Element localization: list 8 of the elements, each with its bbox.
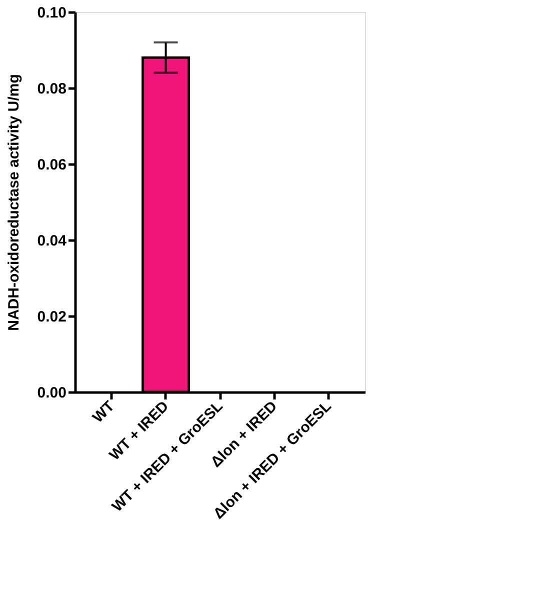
x-tick-label: WT (89, 398, 118, 426)
y-tick-label: 0.02 (37, 308, 66, 326)
y-tick-label: 0.04 (37, 232, 68, 250)
y-axis-title: NADH-oxidoreductase activity U/mg (5, 74, 22, 331)
y-tick-label: 0.10 (37, 4, 66, 22)
y-tick-label: 0.08 (37, 80, 66, 98)
y-tick-label: 0.00 (37, 384, 66, 402)
y-tick-label: 0.06 (37, 156, 66, 174)
